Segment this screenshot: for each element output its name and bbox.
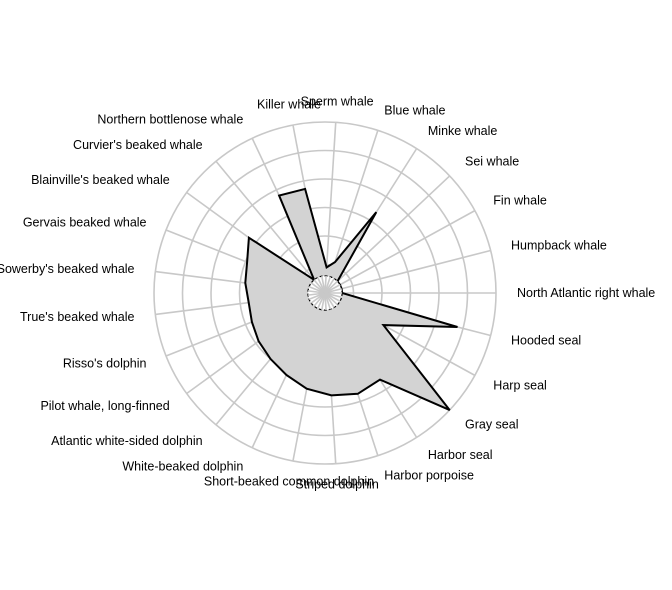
category-label: Curvier's beaked whale	[73, 138, 203, 152]
spoke-1	[324, 249, 491, 294]
category-label: Harbor porpoise	[384, 469, 474, 483]
category-label: Gray seal	[465, 417, 519, 431]
radar-series	[244, 187, 458, 412]
category-label: Fin whale	[493, 194, 547, 208]
category-label: Striped dolphin	[295, 478, 378, 492]
category-label: Northern bottlenose whale	[97, 112, 243, 126]
category-label: Sei whale	[465, 155, 519, 169]
series-area	[244, 187, 458, 412]
category-label: Hooded seal	[511, 334, 581, 348]
spoke-9	[215, 160, 326, 294]
category-label: North Atlantic right whale	[517, 286, 655, 300]
category-label: White-beaked dolphin	[122, 460, 243, 474]
category-label: Blue whale	[384, 103, 445, 117]
category-label: Humpback whale	[511, 238, 607, 252]
category-label: Killer whale	[257, 97, 321, 111]
category-label: True's beaked whale	[20, 310, 135, 324]
category-labels: North Atlantic right whale Humpback whale…	[0, 94, 655, 491]
category-label: Harp seal	[493, 379, 547, 393]
category-label: Sowerby's beaked whale	[0, 262, 135, 276]
inner-spoke-24	[324, 292, 342, 299]
category-label: Atlantic white-sided dolphin	[51, 434, 203, 448]
category-label: Gervais beaked whale	[23, 215, 147, 229]
category-label: Blainville's beaked whale	[31, 173, 170, 187]
category-label: Sperm whale	[301, 94, 374, 108]
category-label: Minke whale	[428, 124, 498, 138]
spoke-3	[324, 175, 451, 294]
category-label: Harbor seal	[428, 448, 493, 462]
category-label: Risso's dolphin	[63, 357, 147, 371]
category-label: Pilot whale, long-finned	[40, 399, 169, 413]
category-label: Short-beaked common dolphin	[204, 475, 374, 489]
spoke-2	[324, 209, 476, 294]
